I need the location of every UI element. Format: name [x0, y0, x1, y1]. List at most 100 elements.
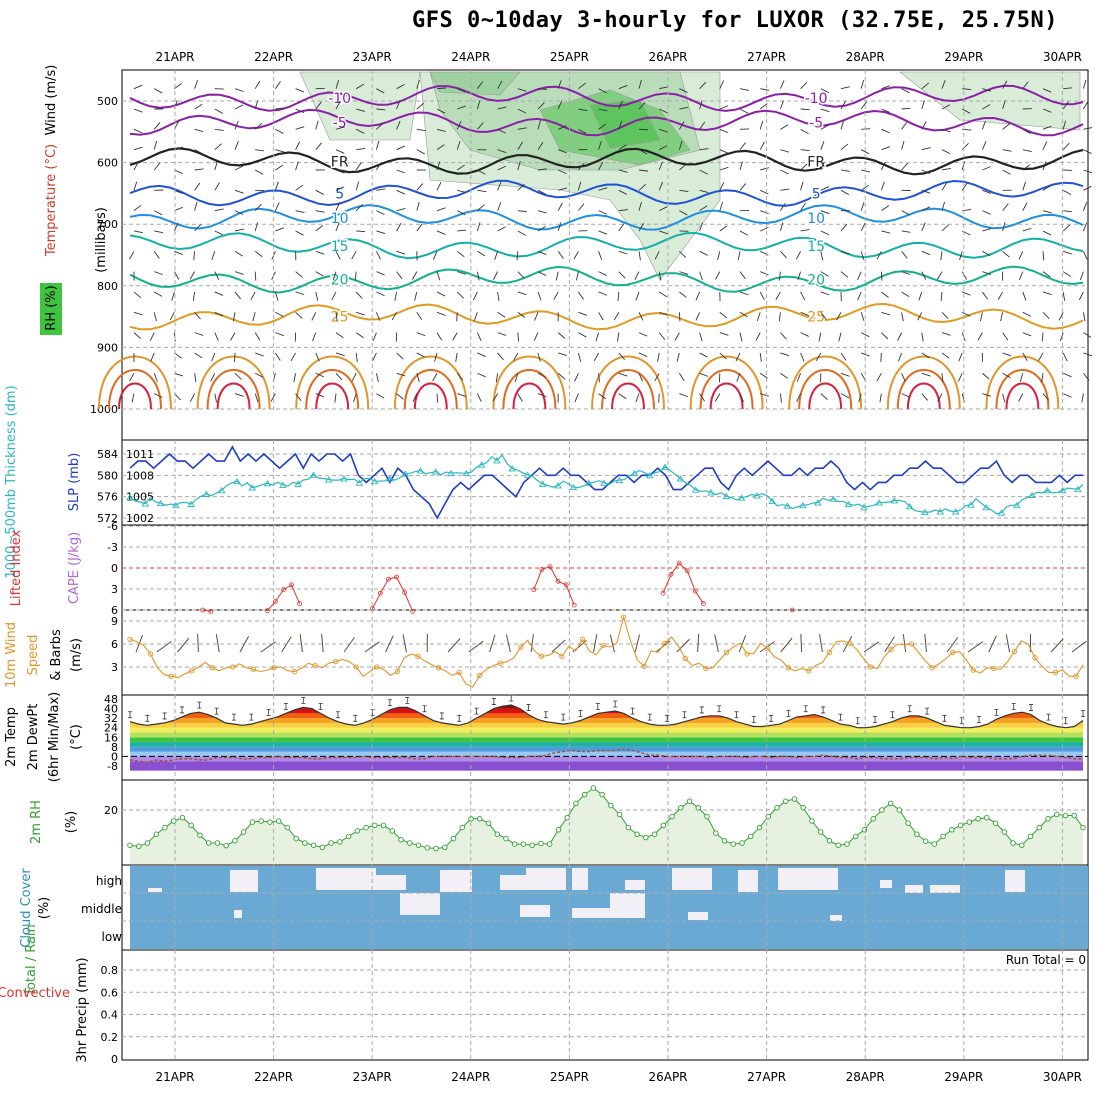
wind-barb [254, 169, 264, 175]
minmax-marker [1029, 704, 1034, 711]
wind-barb [174, 250, 183, 255]
clear-sky-gap [778, 868, 838, 890]
thickness-marker [753, 492, 761, 499]
wind-barb [457, 105, 466, 110]
minmax-marker [1081, 710, 1085, 717]
wind-barb [150, 352, 155, 362]
clear-sky-gap [930, 885, 960, 893]
lifted-index-marker [701, 601, 706, 607]
rh-marker [1071, 812, 1078, 819]
rh-marker [520, 841, 527, 847]
wind-barb-10m [299, 634, 303, 653]
wind-barb [1078, 291, 1084, 301]
wind-barb [376, 162, 382, 171]
precip-run-total: Run Total = 0 [1006, 953, 1086, 967]
rh-legend-swatch [40, 283, 62, 335]
date-label-bottom: 26APR [648, 1070, 687, 1084]
wind-barb [578, 203, 585, 211]
wind-barb [857, 291, 862, 301]
date-label-bottom: 30APR [1043, 1070, 1082, 1084]
wind-barb [881, 108, 890, 113]
wind-barb [840, 223, 848, 232]
minmax-marker [214, 707, 219, 715]
lifted-index-marker [660, 590, 666, 596]
wind-barb [659, 86, 669, 90]
wind-barb [800, 181, 804, 191]
wind-barb [1022, 149, 1032, 152]
wind-barb [921, 250, 931, 256]
rh-marker [197, 832, 203, 839]
thickness-marker [187, 500, 195, 508]
wind-barb [376, 88, 385, 94]
wind-speed-marker [908, 641, 915, 647]
temp-band [130, 737, 1083, 743]
ylabel-millibars: (millibars) [94, 207, 109, 273]
wind-barb [492, 393, 498, 402]
wind-barb [173, 222, 179, 232]
thickness-marker [615, 476, 624, 484]
thickness-marker [263, 479, 272, 487]
wind-barb [678, 140, 683, 150]
wind-barb [719, 311, 728, 319]
wind-barb [315, 101, 322, 110]
wind-barb [214, 108, 223, 114]
wind-barb-10m [946, 637, 959, 653]
rh-marker [774, 805, 780, 811]
wind-barb [133, 230, 143, 234]
wind-barb [274, 291, 279, 301]
temperature-lobe [808, 382, 843, 410]
wind-barb [1062, 271, 1071, 277]
wind-barb [396, 352, 404, 360]
rh-marker [302, 840, 308, 846]
wind-barb [958, 352, 963, 362]
wind-barb [699, 250, 708, 256]
wind-barb [234, 141, 239, 150]
wind-barb [214, 311, 224, 317]
wind-barb [1002, 372, 1011, 379]
wind-barb [778, 271, 781, 281]
wind-barb [881, 291, 889, 298]
minmax-marker [959, 717, 964, 725]
temperature-contour-label: FR [331, 154, 349, 170]
wind-barb [411, 271, 418, 280]
wind-barb [432, 251, 438, 260]
wind-barb [234, 210, 244, 215]
wind-barb-10m [447, 638, 461, 653]
wind-barb [274, 181, 279, 191]
rh-marker [162, 824, 168, 831]
wind-barb [679, 210, 688, 216]
thickness-marker [875, 499, 883, 506]
wind-barb [1062, 352, 1068, 362]
li-tick-label: 3 [111, 583, 118, 596]
wind-barb [214, 128, 224, 131]
wind-barb [901, 271, 911, 275]
wind-barb [679, 291, 687, 298]
wind-barb [780, 332, 787, 340]
wind-barb [335, 186, 345, 191]
thickness-marker [324, 476, 333, 483]
temp-band [130, 756, 1083, 762]
thickness-marker [860, 503, 868, 511]
wind-barb [457, 88, 466, 93]
ylabel-wind-units: (m/s) [69, 638, 84, 672]
wind-barb [638, 223, 645, 232]
wind-barb-10m [697, 634, 700, 653]
rh-marker [153, 831, 159, 837]
wind-barb [598, 140, 602, 150]
rh-marker [861, 827, 868, 833]
wind-barb [1082, 312, 1086, 322]
wind-barb [840, 250, 850, 255]
wind-barb [537, 352, 541, 362]
wind-barb [456, 250, 465, 258]
wind-barb-10m [239, 635, 250, 653]
minmax-marker [665, 714, 670, 722]
wind-barb [638, 352, 648, 358]
lifted-index-marker [676, 560, 682, 566]
wind-barb [679, 163, 687, 171]
wind-barb [537, 210, 547, 214]
minmax-marker [266, 708, 271, 716]
wind-barb [1042, 393, 1050, 401]
lifted-index-marker [571, 602, 577, 608]
wind-barb [375, 373, 379, 383]
wind-barb [598, 373, 600, 383]
